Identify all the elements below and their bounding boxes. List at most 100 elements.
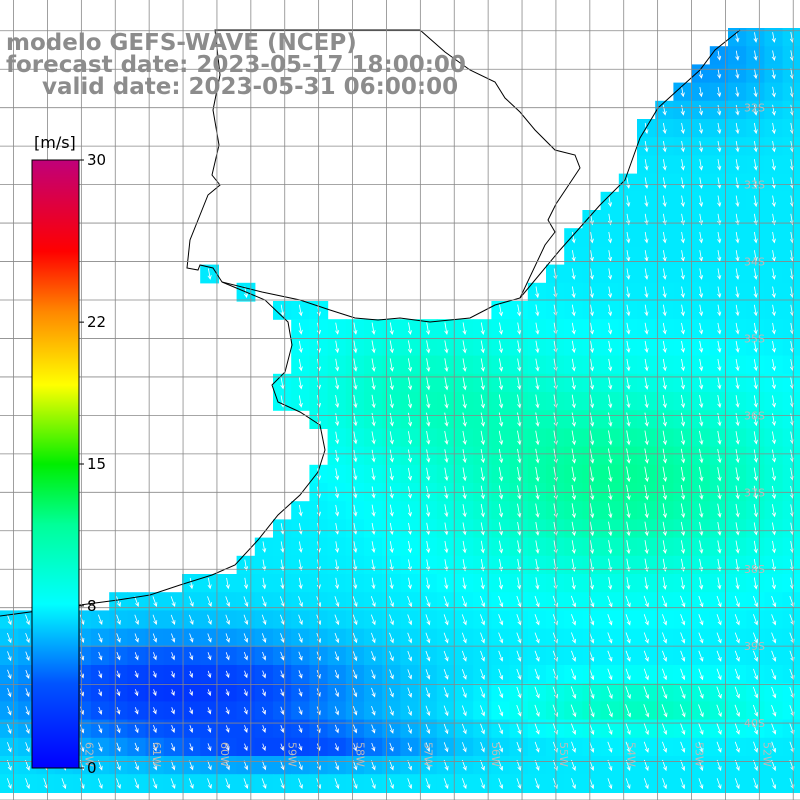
wind-arrow — [753, 449, 758, 463]
wind-arrow — [735, 503, 740, 518]
wind-arrow — [571, 650, 576, 662]
wind-arrow — [699, 376, 704, 390]
wind-arrow — [426, 504, 431, 518]
wind-arrow — [771, 723, 777, 735]
wind-arrow — [589, 231, 594, 244]
wind-arrow — [662, 577, 667, 590]
wind-arrow — [298, 670, 303, 679]
wind-arrow — [371, 322, 376, 335]
wind-arrow — [516, 686, 522, 699]
wind-arrow — [171, 652, 175, 661]
wind-arrow — [626, 394, 631, 409]
wind-arrow — [98, 633, 103, 643]
wind-arrow — [516, 614, 522, 626]
latitude-label: 38S — [744, 563, 765, 576]
wind-arrow — [498, 632, 504, 644]
wind-arrow — [444, 577, 449, 590]
wind-arrow — [7, 724, 12, 735]
wind-arrow — [589, 430, 595, 446]
wind-arrow — [534, 723, 540, 735]
wind-arrow — [243, 651, 248, 661]
wind-arrow — [426, 449, 431, 463]
wind-arrow — [389, 358, 394, 372]
wind-arrow — [607, 741, 613, 753]
wind-arrow — [625, 704, 631, 718]
wind-arrow — [407, 632, 413, 644]
wind-arrow — [771, 86, 776, 98]
wind-arrow — [116, 670, 121, 679]
wind-arrow — [134, 596, 140, 608]
wind-arrow — [152, 742, 157, 752]
wind-arrow — [589, 632, 595, 644]
wind-arrow — [98, 614, 103, 626]
wind-arrow — [480, 687, 485, 699]
wind-arrow — [589, 448, 595, 464]
wind-arrow — [134, 707, 139, 715]
wind-arrow — [680, 448, 686, 464]
latitude-label: 33S — [744, 179, 765, 192]
wind-arrow — [698, 741, 704, 753]
wind-arrow — [607, 650, 613, 662]
wind-cell — [782, 46, 800, 65]
wind-cell — [782, 592, 800, 611]
wind-cell — [782, 646, 800, 666]
wind-arrow — [716, 614, 722, 626]
wind-arrow — [717, 467, 722, 482]
wind-arrow — [680, 250, 685, 262]
wind-arrow — [334, 743, 339, 752]
wind-arrow — [243, 559, 249, 572]
wind-arrow — [699, 448, 704, 464]
wind-arrow — [771, 522, 776, 536]
wind-arrow — [771, 614, 777, 626]
wind-arrow — [389, 376, 394, 391]
wind-arrow — [662, 159, 667, 171]
wind-arrow — [662, 540, 667, 555]
wind-arrow — [480, 394, 485, 409]
wind-arrow — [735, 304, 740, 317]
wind-arrow — [170, 760, 176, 771]
wind-arrow — [462, 340, 467, 354]
wind-arrow — [716, 650, 722, 662]
wind-arrow — [444, 540, 449, 554]
wind-arrow — [698, 268, 704, 280]
wind-arrow — [170, 778, 176, 790]
wind-arrow — [699, 577, 704, 590]
wind-arrow — [571, 521, 576, 537]
wind-arrow — [535, 304, 540, 317]
wind-arrow — [771, 304, 776, 317]
wind-arrow — [771, 668, 777, 681]
wind-arrow — [443, 614, 449, 626]
wind-arrow — [334, 504, 340, 517]
wind-arrow — [735, 213, 740, 226]
wind-arrow — [607, 686, 613, 700]
wind-arrow — [207, 743, 212, 752]
wind-arrow — [207, 707, 212, 715]
wind-arrow — [352, 760, 358, 771]
wind-arrow — [552, 632, 558, 644]
wind-arrow — [498, 304, 503, 317]
wind-arrow — [462, 559, 467, 572]
wind-arrow — [134, 778, 140, 790]
wind-arrow — [334, 706, 339, 716]
wind-arrow — [753, 540, 758, 554]
wind-arrow — [207, 652, 212, 661]
wind-arrow — [534, 668, 540, 681]
wind-arrow — [152, 724, 157, 734]
latitude-label: 40S — [744, 717, 765, 730]
wind-arrow — [426, 522, 431, 536]
wind-arrow — [480, 650, 485, 662]
wind-arrow — [188, 778, 194, 790]
wind-arrow — [771, 286, 776, 299]
wind-arrow — [25, 706, 30, 716]
wind-arrow — [680, 778, 686, 790]
wind-cell — [782, 355, 800, 375]
coastline-north — [519, 29, 741, 299]
wind-arrow — [662, 668, 667, 681]
wind-cell — [782, 173, 800, 193]
wind-arrow — [753, 68, 758, 80]
wind-arrow — [480, 778, 485, 790]
wind-arrow — [517, 467, 522, 482]
wind-arrow — [243, 633, 249, 643]
wind-arrow — [298, 577, 303, 590]
wind-arrow — [608, 577, 613, 590]
